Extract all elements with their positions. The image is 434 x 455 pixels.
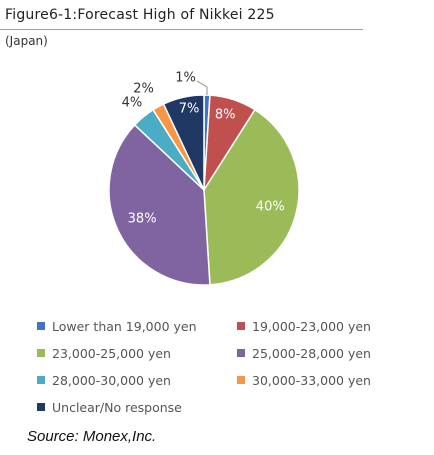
slice-value-label: 1% (175, 71, 196, 86)
slice-value-label: 40% (256, 200, 285, 215)
figure-title: Figure6-1:Forecast High of Nikkei 225 (5, 7, 275, 23)
legend-label: 28,000-30,000 yen (52, 373, 171, 388)
legend-label: Lower than 19,000 yen (52, 319, 197, 334)
figure-subtitle: (Japan) (5, 34, 48, 48)
legend-item: 28,000-30,000 yen (37, 373, 171, 388)
legend-label: 19,000-23,000 yen (252, 319, 371, 334)
legend-swatch (37, 322, 45, 330)
pie-slice (162, 94, 205, 191)
pie-slice (108, 123, 211, 286)
slice-value-label: 2% (133, 81, 154, 96)
pie-slice (203, 108, 300, 286)
legend-label: 25,000-28,000 yen (252, 346, 371, 361)
legend-item: Unclear/No response (37, 400, 182, 415)
legend-label: 23,000-25,000 yen (52, 346, 171, 361)
source-note: Source: Monex,Inc. (27, 428, 157, 445)
legend-swatch (37, 376, 45, 384)
pie-chart: 1% 8% 40% 38% 4%2% 7% (108, 71, 300, 286)
leader-line (196, 80, 208, 96)
legend-swatch (37, 403, 45, 411)
legend-swatch (237, 322, 245, 330)
legend-label: Unclear/No response (52, 400, 182, 415)
legend-swatch (37, 349, 45, 357)
legend-item: 30,000-33,000 yen (237, 373, 371, 388)
slice-value-label: 38% (128, 212, 157, 227)
legend-item: 19,000-23,000 yen (237, 319, 371, 334)
legend-label: 30,000-33,000 yen (252, 373, 371, 388)
legend-item: Lower than 19,000 yen (37, 319, 197, 334)
slice-value-label: 8% (215, 107, 236, 122)
legend-item: 25,000-28,000 yen (237, 346, 371, 361)
legend-swatch (237, 376, 245, 384)
slice-value-label: 7% (179, 102, 200, 117)
legend-swatch (237, 349, 245, 357)
title-underline (0, 29, 363, 30)
slice-value-label: 4% (122, 95, 143, 110)
legend-item: 23,000-25,000 yen (37, 346, 171, 361)
